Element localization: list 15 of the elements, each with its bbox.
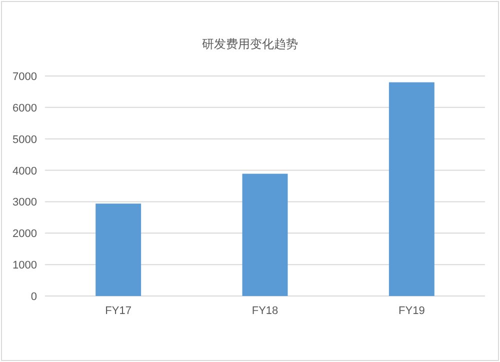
y-tick-label: 0 (30, 291, 37, 303)
y-tick-label: 3000 (12, 196, 37, 209)
bar (96, 204, 142, 296)
y-tick-label: 4000 (12, 165, 37, 178)
y-tick-label: 7000 (12, 71, 37, 83)
chart-title: 研发费用变化趋势 (202, 37, 298, 51)
bar (242, 174, 288, 296)
x-tick-label: FY18 (252, 305, 278, 317)
y-tick-label: 5000 (12, 134, 37, 146)
bar (388, 82, 434, 296)
y-tick-label: 2000 (12, 228, 37, 240)
y-tick-label: 6000 (12, 102, 37, 114)
y-tick-label: 1000 (12, 260, 37, 272)
x-tick-label: FY19 (398, 305, 425, 317)
x-tick-label: FY17 (105, 305, 132, 317)
